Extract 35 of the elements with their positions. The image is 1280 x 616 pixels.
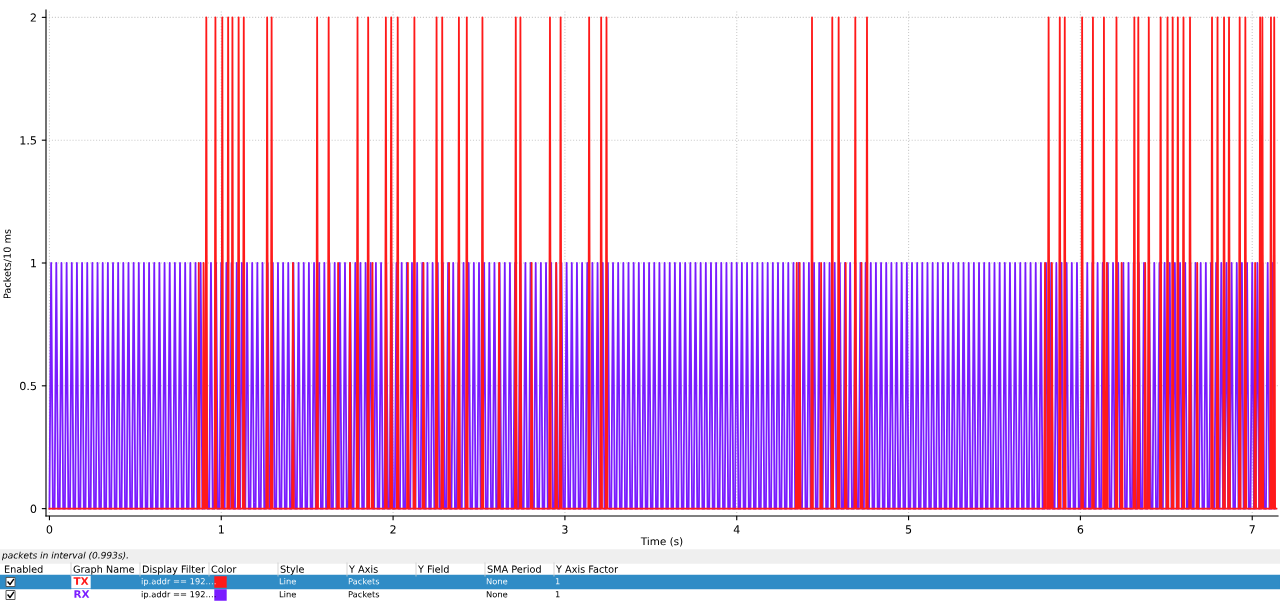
- y-tick-label: 0: [30, 504, 37, 514]
- text: Enabled: [4, 565, 43, 573]
- text: Packets: [348, 577, 380, 585]
- x-tick-label: 7: [1249, 525, 1255, 534]
- x-tick-label: 6: [1077, 525, 1084, 534]
- x-tick-label: 5: [905, 525, 912, 534]
- text: Style: [280, 565, 304, 575]
- text: 1: [555, 578, 560, 585]
- y-axis-title: Packets/10 ms: [3, 229, 12, 299]
- text: Line: [279, 590, 296, 598]
- x-tick-label: 4: [733, 525, 740, 534]
- y-tick-label: 1: [31, 259, 36, 268]
- text: Y Axis: [348, 565, 378, 573]
- y-tick-label: 1.5: [20, 136, 36, 145]
- text: Y Axis Factor: [555, 565, 619, 573]
- text: Display Filter: [142, 565, 206, 575]
- x-tick-label: 3: [562, 525, 568, 534]
- text: Y Field: [417, 565, 449, 573]
- y-tick-label: 2: [30, 13, 36, 22]
- text: Graph Name: [73, 565, 135, 575]
- x-tick-label: 2: [390, 525, 396, 534]
- text: 1: [555, 591, 560, 598]
- text: None: [486, 591, 508, 598]
- text: Color: [211, 565, 237, 573]
- text: TX: [73, 577, 89, 585]
- y-tick-label: 0.5: [20, 381, 36, 391]
- text: Packets: [348, 590, 380, 598]
- x-tick-label: 0: [46, 525, 53, 534]
- x-tick-label: 1: [218, 525, 224, 534]
- text: None: [486, 578, 508, 585]
- text: packets in interval (0.993s).: [1, 551, 128, 561]
- text: RX: [74, 590, 90, 598]
- text: SMA Period: [487, 565, 541, 573]
- text: Line: [279, 577, 296, 585]
- x-axis-title: Time (s): [640, 537, 683, 547]
